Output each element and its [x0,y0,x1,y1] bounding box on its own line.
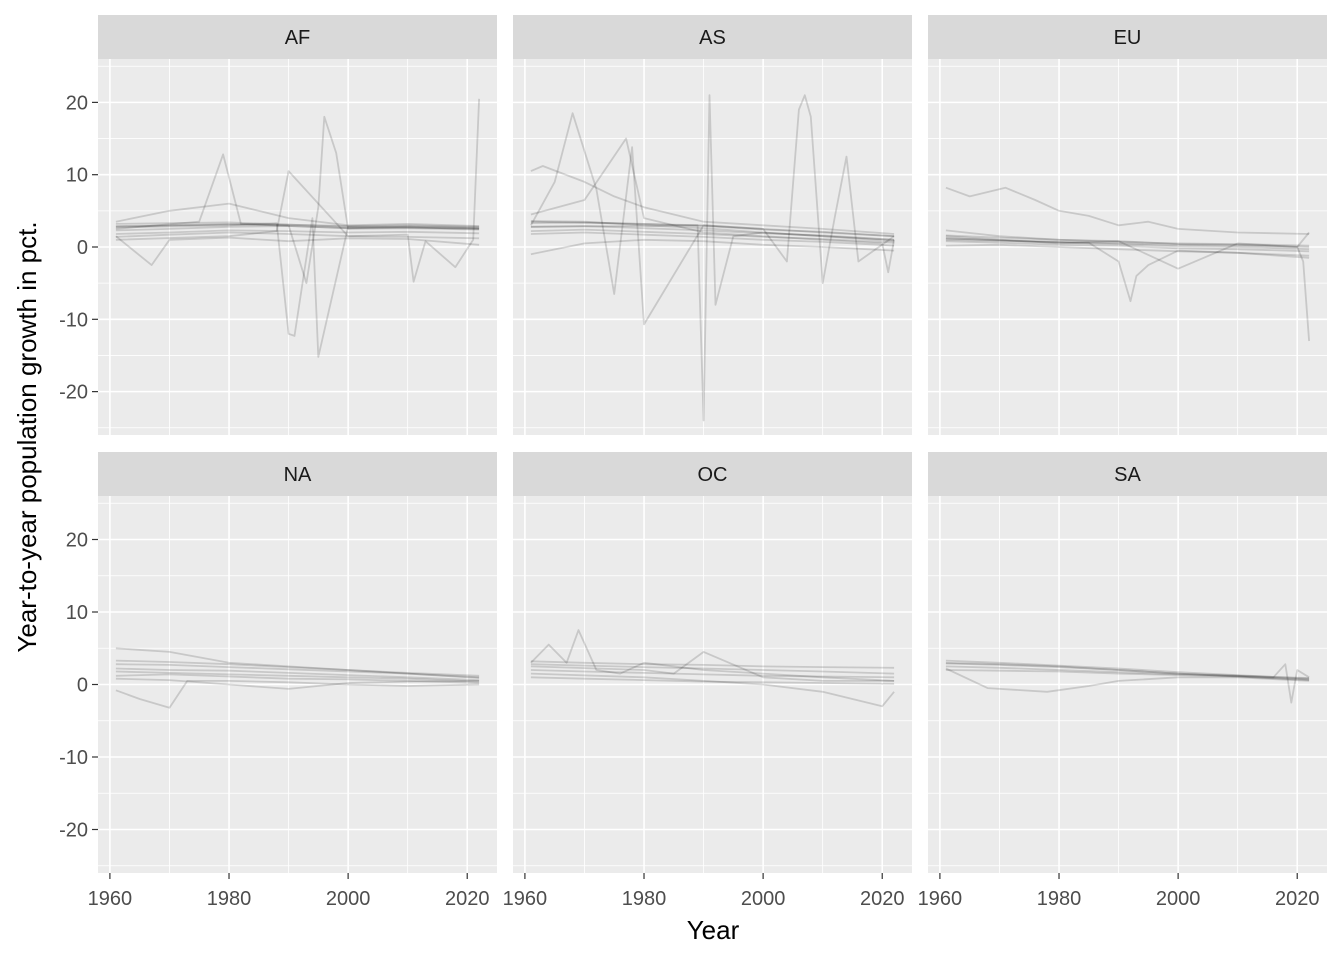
y-tick-label: -10 [59,747,88,769]
series-line [945,186,1310,235]
series-line [115,647,480,679]
series-line [115,667,480,681]
series-line [530,137,895,274]
x-tick-label: 1960 [88,888,133,910]
series-line [530,112,895,326]
series-line [115,202,480,227]
y-tick-label: -20 [59,820,88,842]
series-line [530,94,895,422]
y-tick-label: -20 [59,382,88,404]
facet-strip [513,452,912,496]
x-tick-label: 2000 [326,888,371,910]
facet-strip [98,15,497,59]
series-line [945,229,1310,248]
series-line [115,680,480,709]
series-line [115,222,480,229]
y-tick-label: -10 [59,309,88,331]
series-line [530,669,895,679]
x-tick-label: 2020 [860,888,905,910]
series-line [945,238,1310,303]
series-line [945,669,1310,681]
facet-panels: AF -20 -10 0 10 20 AS EU NA -20 -10 0 10 20 1960 1980 20… [59,15,1327,910]
series-line [945,659,1310,680]
facet-label: OC [698,464,728,486]
x-tick-label: 2020 [1275,888,1320,910]
x-axis-title: Year [687,915,740,945]
x-tick-label: 1980 [207,888,252,910]
series-line [115,673,480,684]
series-line [530,221,895,238]
y-axis-title: Year-to-year population growth in pct. [12,221,42,652]
series-line [945,662,1310,681]
series-line [115,670,480,683]
series-line [115,153,480,230]
series-line [115,217,480,358]
series-line [530,225,895,241]
facet-label: EU [1114,27,1142,49]
facet-af: AF -20 -10 0 10 20 [59,15,497,435]
series-line [530,629,895,682]
x-tick-label: 1960 [918,888,963,910]
series-line [115,229,480,235]
facet-strip [928,15,1327,59]
series-line [530,651,895,682]
series-line [945,237,1310,251]
facet-strip [513,15,912,59]
y-tick-label: 10 [66,602,88,624]
series-line [115,98,480,283]
facet-oc: OC 1960 1980 2000 2020 [503,452,912,910]
series-line [530,663,895,675]
y-tick-label: 10 [66,165,88,187]
facet-strip [98,452,497,496]
series-line [945,234,1310,247]
x-tick-label: 1960 [503,888,548,910]
y-tick-label: 0 [77,675,88,697]
facet-sa: SA 1960 1980 2000 2020 [918,452,1327,910]
series-line [945,661,1310,704]
facet-eu: EU [928,15,1327,435]
series-line [530,165,895,235]
series-line [530,238,895,256]
y-tick-label: 20 [66,92,88,114]
series-line [115,225,480,232]
series-line [945,667,1310,693]
series-line [530,228,895,244]
series-line [945,231,1310,270]
series-line [115,235,480,267]
series-line [530,94,895,285]
series-line [115,221,480,228]
series-line [945,665,1310,679]
series-line [115,677,480,690]
series-line [530,231,895,247]
series-line [530,660,895,669]
series-line [115,115,480,285]
facet-as: AS [513,15,912,435]
series-line [115,231,480,240]
series-line [530,676,895,685]
facet-strip [928,452,1327,496]
facet-label: NA [284,464,312,486]
y-tick-label: 20 [66,530,88,552]
facet-label: SA [1114,464,1141,486]
series-line [945,237,1310,342]
y-tick-label: 0 [77,237,88,259]
facet-label: AF [285,27,311,49]
series-line [115,663,480,679]
facet-na: NA -20 -10 0 10 20 1960 1980 2000 2020 [59,452,497,910]
series-line [115,659,480,677]
x-tick-label: 1980 [1037,888,1082,910]
x-tick-label: 2020 [445,888,490,910]
series-line [530,672,895,708]
series-line [530,220,895,243]
x-tick-label: 1980 [622,888,667,910]
series-line [945,240,1310,253]
facet-label: AS [699,27,726,49]
series-line [945,243,1310,257]
x-tick-label: 2000 [1156,888,1201,910]
x-tick-label: 2000 [741,888,786,910]
